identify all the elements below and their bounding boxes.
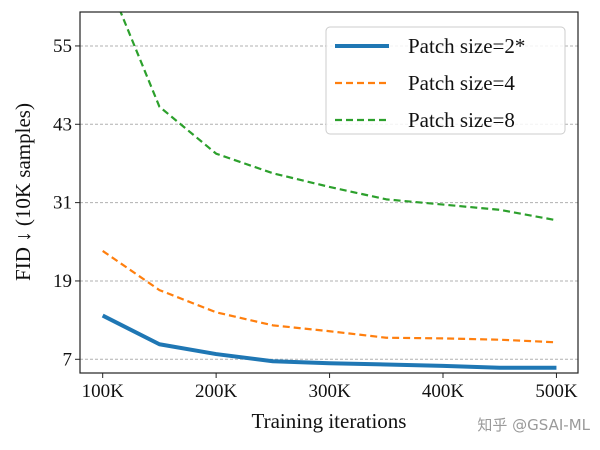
- y-tick-label: 43: [53, 114, 72, 135]
- y-tick-label: 31: [53, 193, 72, 214]
- x-tick-label: 200K: [195, 381, 238, 402]
- x-tick-label: 400K: [422, 381, 465, 402]
- legend-label: Patch size=8: [408, 108, 515, 132]
- y-tick-label: 55: [53, 36, 72, 57]
- series-line-2: [102, 250, 557, 344]
- y-tick-label: 19: [53, 271, 72, 292]
- x-tick-label: 100K: [82, 381, 125, 402]
- legend-box: [325, 26, 566, 135]
- y-tick-label: 7: [63, 349, 73, 370]
- x-axis-label: Training iterations: [252, 409, 407, 433]
- x-tick-label: 500K: [535, 381, 578, 402]
- legend: Patch size=2* Patch size=4 Patch size=8: [325, 26, 566, 135]
- legend-label: Patch size=2*: [408, 34, 525, 58]
- y-axis-label: FID ↓ (10K samples): [11, 103, 35, 281]
- legend-label: Patch size=4: [408, 71, 515, 95]
- x-tick-label: 300K: [308, 381, 351, 402]
- plot-frame: [79, 11, 579, 374]
- watermark: 知乎 @GSAI-ML: [477, 416, 590, 434]
- series-line-1: [101, 313, 557, 370]
